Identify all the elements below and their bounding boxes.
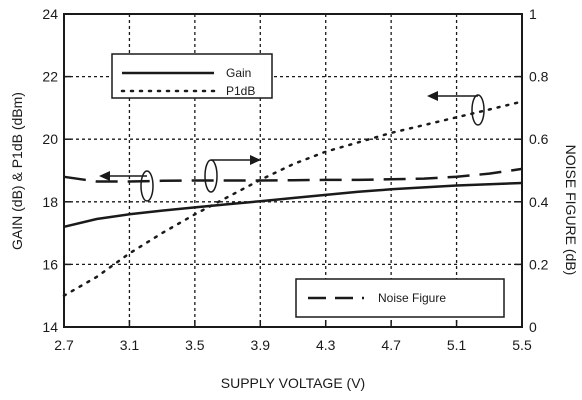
curve-marker-ellipse — [471, 94, 485, 126]
curve-marker-ellipse — [204, 159, 218, 193]
legend-label-noise-figure: Noise Figure — [378, 291, 446, 305]
curve-marker-ellipse — [140, 170, 154, 202]
y-right-tick-label: 0 — [529, 319, 537, 335]
y-left-tick-label: 14 — [42, 319, 58, 335]
x-axis-title: SUPPLY VOLTAGE (V) — [221, 375, 365, 391]
y-left-tick-label: 22 — [42, 69, 58, 85]
x-tick-label: 3.9 — [251, 337, 271, 353]
y-left-tick-label: 24 — [42, 6, 58, 22]
pointer-arrow-head-left — [427, 91, 438, 101]
legend-label-p1db: P1dB — [226, 84, 255, 98]
x-tick-label: 3.1 — [120, 337, 140, 353]
legend-label-gain: Gain — [226, 66, 251, 80]
y-left-tick-label: 20 — [42, 131, 58, 147]
y-axis-title-left: GAIN (dB) & P1dB (dBm) — [9, 92, 25, 250]
pointer-arrow-head-right — [250, 155, 261, 165]
series-line-p1db — [62, 100, 524, 297]
tick-labels: 2.7 3.1 3.5 3.9 4.3 4.7 5.1 5.5 14 16 18 20 22 24 0 0.2… — [42, 6, 548, 353]
x-tick-label: 2.7 — [54, 337, 74, 353]
x-tick-label: 5.1 — [447, 337, 467, 353]
series-line-noise-figure — [63, 167, 523, 183]
x-tick-label: 3.5 — [185, 337, 205, 353]
y-left-tick-label: 18 — [42, 194, 58, 210]
series-line-gain — [63, 181, 523, 229]
y-right-tick-label: 0.8 — [529, 69, 549, 85]
y-left-tick-label: 16 — [42, 256, 58, 272]
axis-pointer-gain-left — [99, 170, 154, 202]
series-lines — [62, 100, 524, 297]
y-axis-title-right: NOISE FIGURE (dB) — [563, 145, 579, 276]
legend-box — [295, 278, 505, 318]
y-right-tick-label: 1 — [529, 6, 537, 22]
pointer-arrow-head-left — [99, 171, 110, 181]
y-right-tick-label: 0.4 — [529, 194, 549, 210]
x-tick-label: 4.3 — [316, 337, 336, 353]
legend-gain-p1db: Gain P1dB — [111, 53, 273, 99]
axis-pointer-p1db-left — [427, 91, 485, 126]
legend-box — [111, 53, 273, 99]
x-tick-label: 4.7 — [381, 337, 401, 353]
axis-pointer-noise-figure-right — [204, 155, 261, 193]
ticks — [63, 13, 523, 328]
grid — [64, 14, 522, 327]
y-right-tick-label: 0.6 — [529, 131, 549, 147]
x-tick-label: 5.5 — [512, 337, 532, 353]
legend-noise-figure: Noise Figure — [295, 278, 505, 318]
plot-frame — [63, 13, 523, 328]
y-right-tick-label: 0.2 — [529, 256, 549, 272]
